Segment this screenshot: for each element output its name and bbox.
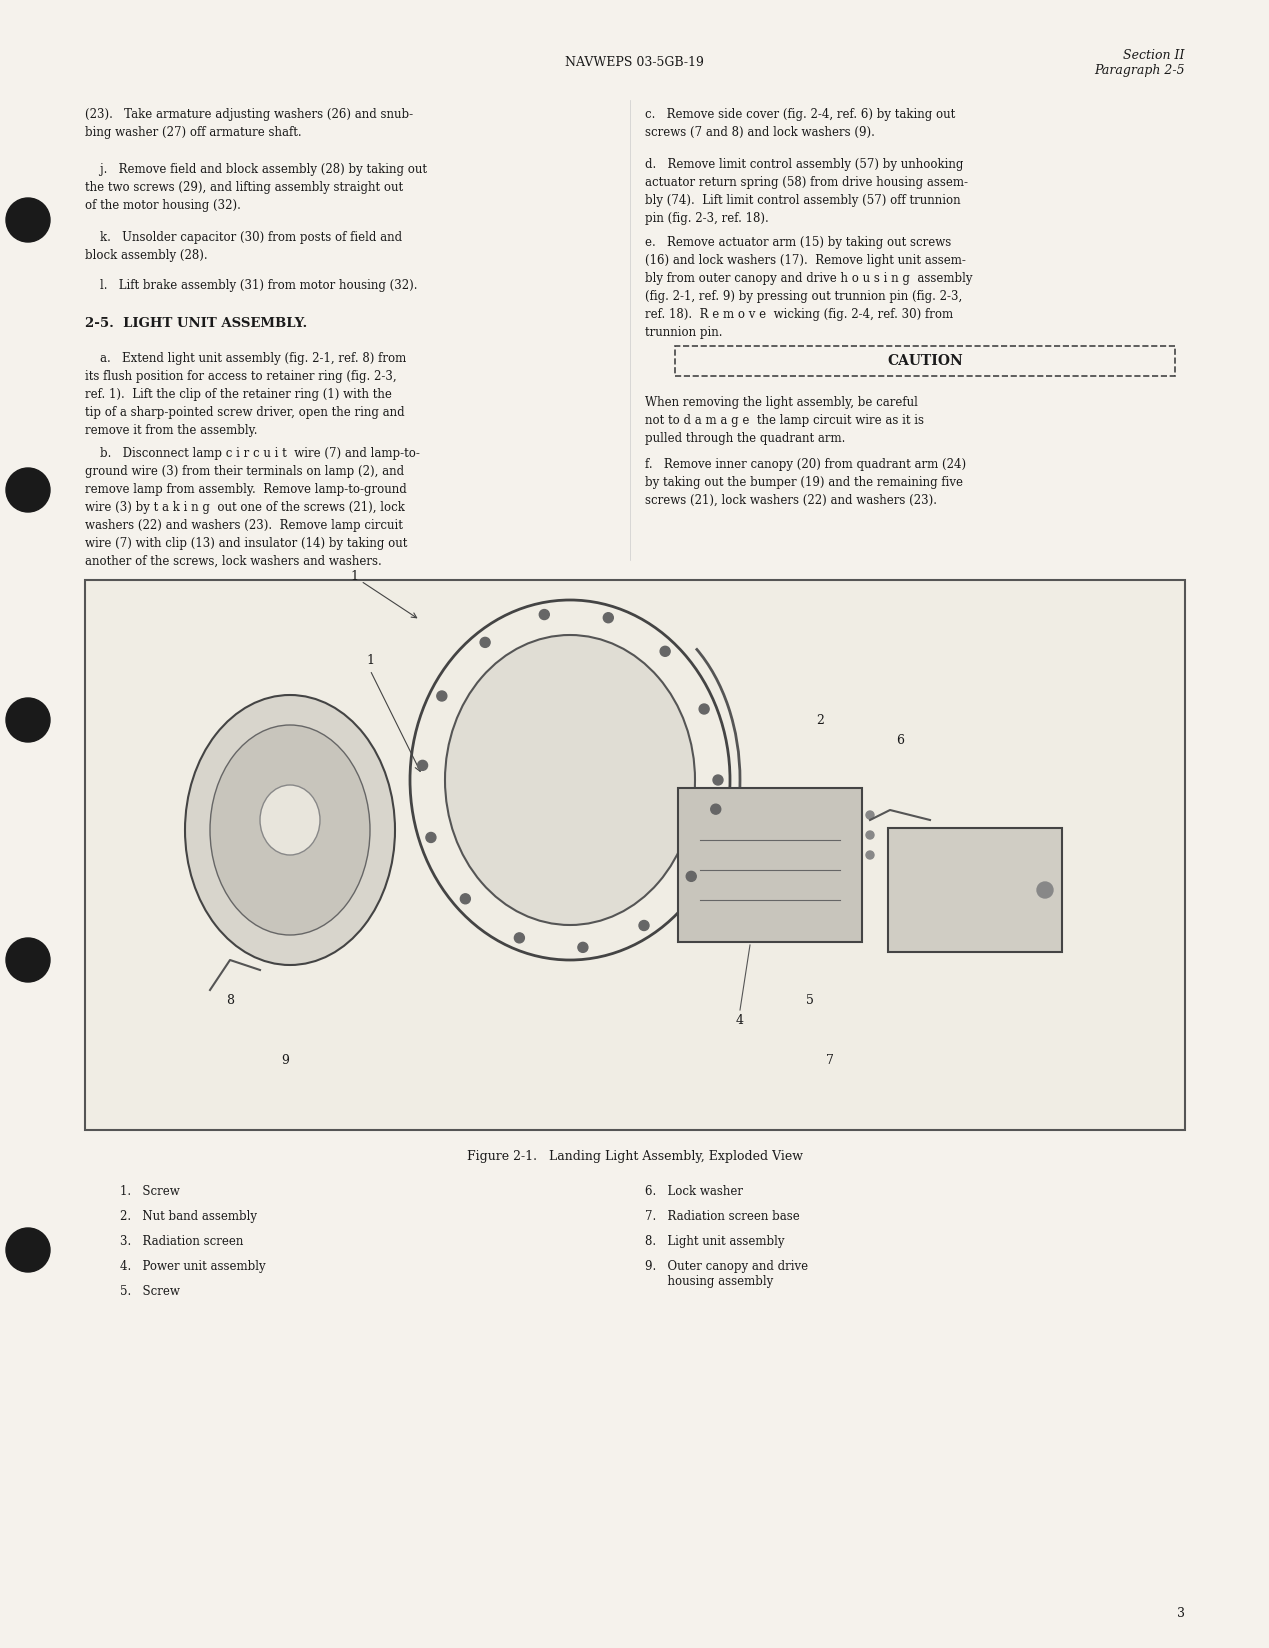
Circle shape: [514, 933, 524, 943]
Ellipse shape: [260, 784, 320, 855]
Text: NAVWEPS 03-5GB-19: NAVWEPS 03-5GB-19: [565, 56, 703, 69]
Text: Paragraph 2-5: Paragraph 2-5: [1094, 64, 1185, 76]
Circle shape: [6, 699, 49, 742]
Circle shape: [6, 1228, 49, 1272]
Circle shape: [699, 704, 709, 714]
Text: c.   Remove side cover (fig. 2-4, ref. 6) by taking out
screws (7 and 8) and loc: c. Remove side cover (fig. 2-4, ref. 6) …: [645, 109, 956, 138]
Circle shape: [577, 943, 588, 953]
Text: d.   Remove limit control assembly (57) by unhooking
actuator return spring (58): d. Remove limit control assembly (57) by…: [645, 158, 968, 226]
Text: 4: 4: [736, 1014, 744, 1027]
Circle shape: [6, 468, 49, 513]
Circle shape: [640, 921, 648, 931]
Ellipse shape: [445, 634, 695, 925]
Circle shape: [865, 831, 874, 839]
Text: e.   Remove actuator arm (15) by taking out screws
(16) and lock washers (17).  : e. Remove actuator arm (15) by taking ou…: [645, 236, 972, 339]
Circle shape: [461, 893, 471, 903]
Text: k.   Unsolder capacitor (30) from posts of field and
block assembly (28).: k. Unsolder capacitor (30) from posts of…: [85, 231, 402, 262]
Text: f.   Remove inner canopy (20) from quadrant arm (24)
by taking out the bumper (1: f. Remove inner canopy (20) from quadran…: [645, 458, 966, 508]
Text: 1: 1: [365, 654, 374, 666]
Ellipse shape: [185, 695, 395, 966]
Circle shape: [660, 646, 670, 656]
Text: 5.   Screw: 5. Screw: [121, 1285, 180, 1299]
Text: 6: 6: [896, 733, 904, 747]
Text: CAUTION: CAUTION: [887, 354, 963, 368]
Text: 8.   Light unit assembly: 8. Light unit assembly: [645, 1234, 784, 1248]
Text: 2.   Nut band assembly: 2. Nut band assembly: [121, 1210, 258, 1223]
Text: 9: 9: [280, 1053, 289, 1066]
Circle shape: [603, 613, 613, 623]
Text: j.   Remove field and block assembly (28) by taking out
the two screws (29), and: j. Remove field and block assembly (28) …: [85, 163, 426, 213]
Text: When removing the light assembly, be careful
not to d a m a g e  the lamp circui: When removing the light assembly, be car…: [645, 396, 924, 445]
Text: (23).   Take armature adjusting washers (26) and snub-
bing washer (27) off arma: (23). Take armature adjusting washers (2…: [85, 109, 414, 138]
Text: 6.   Lock washer: 6. Lock washer: [645, 1185, 744, 1198]
Text: l.   Lift brake assembly (31) from motor housing (32).: l. Lift brake assembly (31) from motor h…: [85, 279, 418, 292]
Ellipse shape: [209, 725, 371, 934]
Text: 1.   Screw: 1. Screw: [121, 1185, 180, 1198]
Circle shape: [437, 691, 447, 700]
Text: 7.   Radiation screen base: 7. Radiation screen base: [645, 1210, 799, 1223]
Text: 2-5.  LIGHT UNIT ASSEMBLY.: 2-5. LIGHT UNIT ASSEMBLY.: [85, 316, 307, 330]
Text: 3.   Radiation screen: 3. Radiation screen: [121, 1234, 244, 1248]
Circle shape: [418, 760, 428, 770]
Circle shape: [865, 850, 874, 859]
Circle shape: [713, 775, 723, 784]
Circle shape: [711, 804, 721, 814]
Text: a.   Extend light unit assembly (fig. 2-1, ref. 8) from
its flush position for a: a. Extend light unit assembly (fig. 2-1,…: [85, 353, 406, 437]
Text: 7: 7: [826, 1053, 834, 1066]
Text: 5: 5: [806, 994, 813, 1007]
Text: Figure 2-1.   Landing Light Assembly, Exploded View: Figure 2-1. Landing Light Assembly, Expl…: [467, 1150, 803, 1163]
Text: 9.   Outer canopy and drive
      housing assembly: 9. Outer canopy and drive housing assemb…: [645, 1261, 808, 1289]
Circle shape: [6, 938, 49, 982]
Text: 8: 8: [226, 994, 233, 1007]
Text: b.   Disconnect lamp c i r c u i t  wire (7) and lamp-to-
ground wire (3) from t: b. Disconnect lamp c i r c u i t wire (7…: [85, 447, 420, 569]
Circle shape: [426, 832, 437, 842]
Circle shape: [1037, 882, 1053, 898]
FancyBboxPatch shape: [678, 788, 862, 943]
Circle shape: [480, 638, 490, 648]
Text: 3: 3: [1178, 1607, 1185, 1620]
Circle shape: [865, 811, 874, 819]
Circle shape: [687, 872, 697, 882]
Text: 1: 1: [350, 570, 416, 618]
Circle shape: [539, 610, 549, 620]
FancyBboxPatch shape: [888, 827, 1062, 953]
Text: 4.   Power unit assembly: 4. Power unit assembly: [121, 1261, 265, 1272]
Text: Section II: Section II: [1123, 48, 1185, 61]
Circle shape: [6, 198, 49, 242]
Bar: [85, 580, 1185, 1131]
Text: 2: 2: [816, 714, 824, 727]
